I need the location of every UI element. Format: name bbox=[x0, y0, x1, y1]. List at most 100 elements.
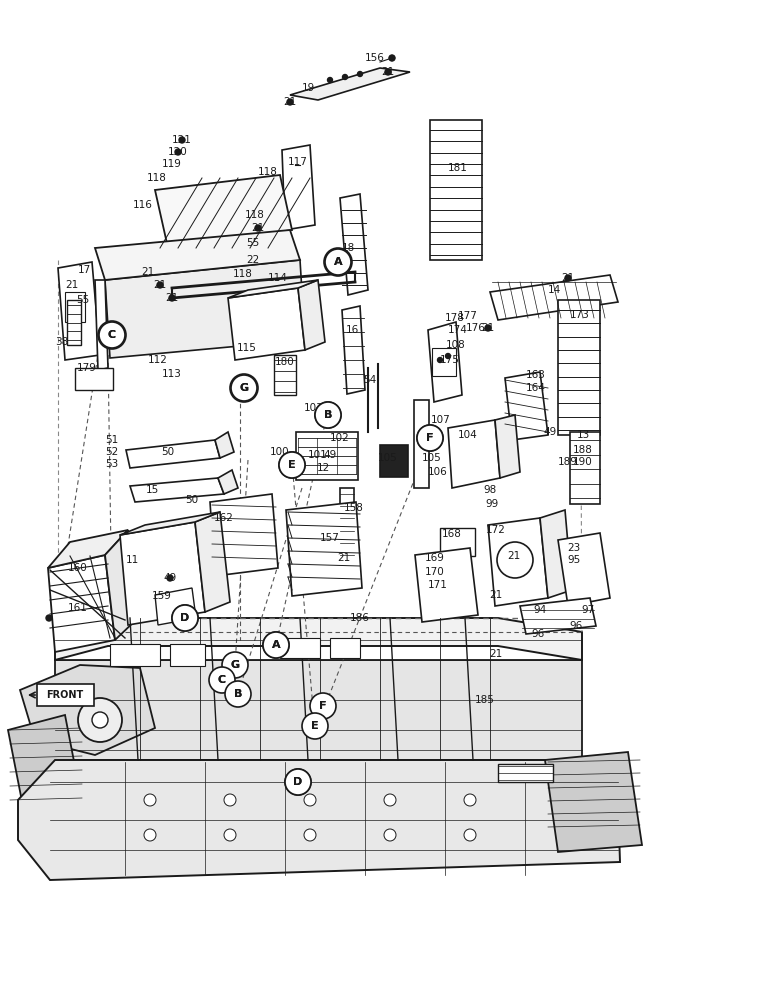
Text: 15: 15 bbox=[145, 485, 159, 495]
Text: 119: 119 bbox=[162, 159, 182, 169]
Circle shape bbox=[223, 653, 247, 677]
Text: 21: 21 bbox=[65, 280, 78, 290]
Circle shape bbox=[357, 72, 362, 77]
Text: D: D bbox=[293, 777, 303, 787]
Text: 114: 114 bbox=[268, 273, 288, 283]
Circle shape bbox=[384, 829, 396, 841]
Text: 117: 117 bbox=[288, 157, 308, 167]
Text: 100: 100 bbox=[270, 447, 290, 457]
Circle shape bbox=[157, 282, 163, 288]
Polygon shape bbox=[155, 175, 292, 248]
Circle shape bbox=[324, 248, 352, 276]
Text: 118: 118 bbox=[245, 210, 265, 220]
Circle shape bbox=[179, 137, 185, 143]
Circle shape bbox=[175, 149, 181, 155]
Circle shape bbox=[144, 829, 156, 841]
Polygon shape bbox=[290, 68, 410, 100]
Polygon shape bbox=[490, 275, 618, 320]
Text: 161: 161 bbox=[68, 603, 88, 613]
Polygon shape bbox=[228, 288, 305, 360]
Text: 185: 185 bbox=[475, 695, 495, 705]
Text: A: A bbox=[333, 257, 343, 267]
Text: F: F bbox=[319, 701, 326, 711]
Text: 38: 38 bbox=[55, 337, 68, 347]
Circle shape bbox=[315, 402, 341, 428]
Circle shape bbox=[226, 682, 250, 706]
Circle shape bbox=[78, 698, 122, 742]
Polygon shape bbox=[520, 598, 596, 634]
Circle shape bbox=[209, 667, 235, 693]
Text: 176: 176 bbox=[466, 323, 486, 333]
Text: 21: 21 bbox=[489, 590, 502, 600]
Text: D: D bbox=[180, 613, 190, 623]
Text: E: E bbox=[288, 460, 296, 470]
Text: 115: 115 bbox=[237, 343, 257, 353]
Circle shape bbox=[343, 75, 347, 80]
Text: 180: 180 bbox=[275, 357, 295, 367]
Polygon shape bbox=[95, 280, 108, 370]
Text: 50: 50 bbox=[185, 495, 199, 505]
Polygon shape bbox=[48, 555, 115, 652]
Text: 178: 178 bbox=[445, 313, 465, 323]
Text: C: C bbox=[108, 330, 116, 340]
Polygon shape bbox=[105, 260, 305, 358]
Circle shape bbox=[285, 769, 311, 795]
Text: 190: 190 bbox=[573, 457, 593, 467]
Bar bbox=[170, 644, 205, 666]
Bar bbox=[67, 300, 81, 345]
Polygon shape bbox=[218, 470, 238, 494]
Text: G: G bbox=[240, 383, 249, 393]
Polygon shape bbox=[20, 665, 155, 755]
Polygon shape bbox=[282, 145, 315, 230]
Text: 173: 173 bbox=[570, 310, 590, 320]
Text: 120: 120 bbox=[168, 147, 188, 157]
Circle shape bbox=[303, 714, 327, 738]
Text: 175: 175 bbox=[440, 355, 460, 365]
Text: 159: 159 bbox=[152, 591, 172, 601]
Text: 169: 169 bbox=[425, 553, 445, 563]
Text: 157: 157 bbox=[320, 533, 340, 543]
Circle shape bbox=[327, 78, 333, 83]
Text: 21: 21 bbox=[154, 280, 167, 290]
Circle shape bbox=[565, 275, 571, 281]
Text: 105: 105 bbox=[378, 453, 398, 463]
Text: 55: 55 bbox=[76, 295, 90, 305]
Bar bbox=[558, 300, 600, 435]
Text: 179: 179 bbox=[77, 363, 97, 373]
Circle shape bbox=[304, 794, 316, 806]
Text: 163: 163 bbox=[526, 370, 546, 380]
Circle shape bbox=[225, 681, 251, 707]
Text: 156: 156 bbox=[365, 53, 385, 63]
Circle shape bbox=[315, 402, 341, 428]
Bar bbox=[280, 638, 320, 658]
Text: 98: 98 bbox=[483, 485, 497, 495]
Text: 158: 158 bbox=[344, 503, 364, 513]
Polygon shape bbox=[18, 760, 620, 880]
Polygon shape bbox=[286, 502, 362, 596]
Polygon shape bbox=[55, 660, 582, 760]
Polygon shape bbox=[428, 322, 462, 402]
Circle shape bbox=[279, 452, 305, 478]
Circle shape bbox=[46, 615, 52, 621]
Circle shape bbox=[310, 693, 336, 719]
Polygon shape bbox=[558, 533, 610, 606]
Text: 103: 103 bbox=[304, 403, 324, 413]
Text: 112: 112 bbox=[148, 355, 168, 365]
Bar bbox=[330, 638, 360, 658]
Polygon shape bbox=[495, 415, 520, 478]
Circle shape bbox=[485, 325, 491, 331]
Bar bbox=[432, 348, 456, 376]
Text: F: F bbox=[319, 701, 326, 711]
Text: 21: 21 bbox=[489, 649, 502, 659]
Text: 108: 108 bbox=[446, 340, 466, 350]
Text: 21: 21 bbox=[482, 323, 495, 333]
Text: 102: 102 bbox=[330, 433, 350, 443]
Polygon shape bbox=[48, 530, 128, 568]
Polygon shape bbox=[340, 194, 368, 295]
Text: 172: 172 bbox=[486, 525, 506, 535]
Text: B: B bbox=[324, 410, 333, 420]
Text: 107: 107 bbox=[431, 415, 451, 425]
Circle shape bbox=[224, 794, 236, 806]
Text: 14: 14 bbox=[548, 285, 561, 295]
Text: 177: 177 bbox=[458, 311, 478, 321]
